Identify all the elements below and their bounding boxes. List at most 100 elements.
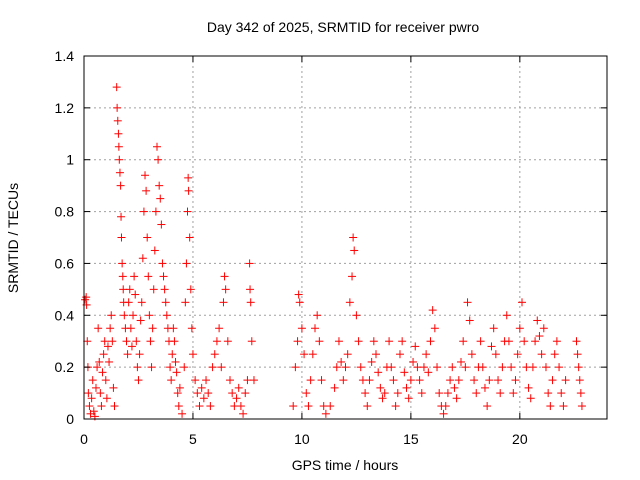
data-point — [142, 186, 151, 195]
data-point — [154, 155, 163, 164]
data-point — [300, 350, 309, 359]
data-point — [212, 337, 221, 346]
data-point — [491, 350, 500, 359]
data-point — [226, 376, 235, 385]
data-point — [199, 394, 208, 403]
data-point — [89, 407, 98, 416]
data-point — [443, 389, 452, 398]
data-point — [546, 402, 555, 411]
data-point — [221, 285, 230, 294]
data-point — [183, 207, 192, 216]
data-point — [197, 383, 206, 392]
data-point — [478, 363, 487, 372]
data-point — [173, 389, 182, 398]
data-point — [575, 376, 584, 385]
data-point — [135, 350, 144, 359]
data-point — [528, 363, 537, 372]
data-point — [160, 285, 169, 294]
data-point — [103, 342, 112, 351]
data-point — [120, 311, 129, 320]
data-point — [548, 376, 557, 385]
data-point — [293, 337, 302, 346]
y-tick-label: 1.4 — [55, 48, 75, 64]
data-point — [415, 376, 424, 385]
data-point — [94, 324, 103, 333]
data-point — [100, 337, 109, 346]
data-point — [352, 311, 361, 320]
data-point — [143, 233, 152, 242]
data-point — [126, 324, 135, 333]
data-point — [398, 337, 407, 346]
data-point — [321, 409, 330, 418]
data-point — [573, 350, 582, 359]
data-point — [424, 368, 433, 377]
data-point — [241, 389, 250, 398]
data-point — [465, 316, 474, 325]
data-point — [426, 337, 435, 346]
data-point — [182, 259, 191, 268]
data-point — [118, 259, 127, 268]
data-point — [184, 173, 193, 182]
data-point — [341, 363, 350, 372]
data-point — [133, 363, 142, 372]
data-point — [467, 350, 476, 359]
data-point — [550, 350, 559, 359]
data-point — [178, 409, 187, 418]
data-point — [326, 402, 335, 411]
data-point — [406, 376, 415, 385]
data-point — [148, 324, 157, 333]
data-point — [454, 376, 463, 385]
data-point — [188, 350, 197, 359]
data-point — [470, 376, 479, 385]
data-point — [223, 337, 232, 346]
data-point — [132, 337, 141, 346]
data-point — [348, 272, 357, 281]
data-point — [339, 376, 348, 385]
y-tick-label: 0.2 — [55, 359, 75, 375]
data-point — [158, 259, 167, 268]
data-point — [172, 368, 181, 377]
data-point — [446, 376, 455, 385]
data-point — [101, 376, 110, 385]
data-point — [393, 389, 402, 398]
data-point — [463, 298, 472, 307]
data-point — [356, 363, 365, 372]
data-point — [334, 337, 343, 346]
data-point — [184, 186, 193, 195]
data-point — [387, 363, 396, 372]
data-point — [302, 389, 311, 398]
data-point — [380, 389, 389, 398]
data-point — [310, 324, 319, 333]
data-point — [127, 342, 136, 351]
x-tick-label: 20 — [512, 431, 528, 447]
data-point — [236, 402, 245, 411]
data-point — [115, 155, 124, 164]
data-point — [174, 402, 183, 411]
data-point — [483, 402, 492, 411]
data-point — [400, 368, 409, 377]
data-point — [559, 402, 568, 411]
data-point — [175, 383, 184, 392]
data-point — [98, 368, 107, 377]
data-point — [110, 402, 119, 411]
data-point — [136, 316, 145, 325]
data-point — [452, 394, 461, 403]
data-point — [169, 324, 178, 333]
data-point — [99, 350, 108, 359]
data-point — [572, 337, 581, 346]
data-point — [193, 389, 202, 398]
data-point — [146, 337, 155, 346]
x-tick-label: 0 — [80, 431, 88, 447]
data-point — [91, 383, 100, 392]
data-point — [228, 389, 237, 398]
data-point — [181, 298, 190, 307]
data-point — [297, 324, 306, 333]
data-point — [187, 324, 196, 333]
data-point — [350, 246, 359, 255]
data-point — [106, 324, 115, 333]
data-point — [141, 171, 150, 180]
data-point — [246, 298, 255, 307]
data-point — [88, 376, 97, 385]
data-point — [294, 290, 303, 299]
data-point — [139, 207, 148, 216]
